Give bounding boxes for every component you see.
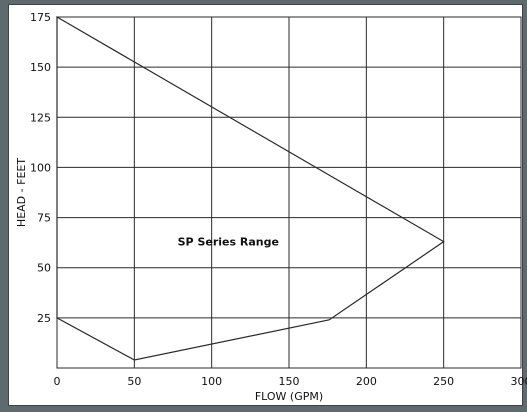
x-tick-label-200: 200	[356, 375, 377, 388]
x-tick-label-250: 250	[433, 375, 454, 388]
x-tick-labels: 0 50 100 150 200 250 300	[54, 375, 527, 388]
x-tick-label-0: 0	[54, 375, 61, 388]
y-tick-labels: 25 50 75 100 125 150 175	[30, 11, 51, 325]
chart-frame	[8, 4, 523, 406]
y-tick-label-150: 150	[30, 61, 51, 74]
x-tick-label-50: 50	[127, 375, 141, 388]
y-axis-label: HEAD - FEET	[15, 158, 28, 227]
y-tick-label-50: 50	[37, 262, 51, 275]
y-tick-label-100: 100	[30, 161, 51, 174]
y-tick-label-25: 25	[37, 312, 51, 325]
x-tick-label-100: 100	[201, 375, 222, 388]
y-tick-label-175: 175	[30, 11, 51, 24]
x-tick-label-150: 150	[279, 375, 300, 388]
range-annotation: SP Series Range	[178, 236, 279, 249]
y-tick-label-75: 75	[37, 212, 51, 225]
x-tick-label-300: 300	[511, 375, 527, 388]
sp-series-range-outline	[56, 15, 445, 361]
grid-lines	[57, 17, 521, 368]
x-axis-label: FLOW (GPM)	[255, 390, 323, 403]
y-tick-label-125: 125	[30, 111, 51, 124]
